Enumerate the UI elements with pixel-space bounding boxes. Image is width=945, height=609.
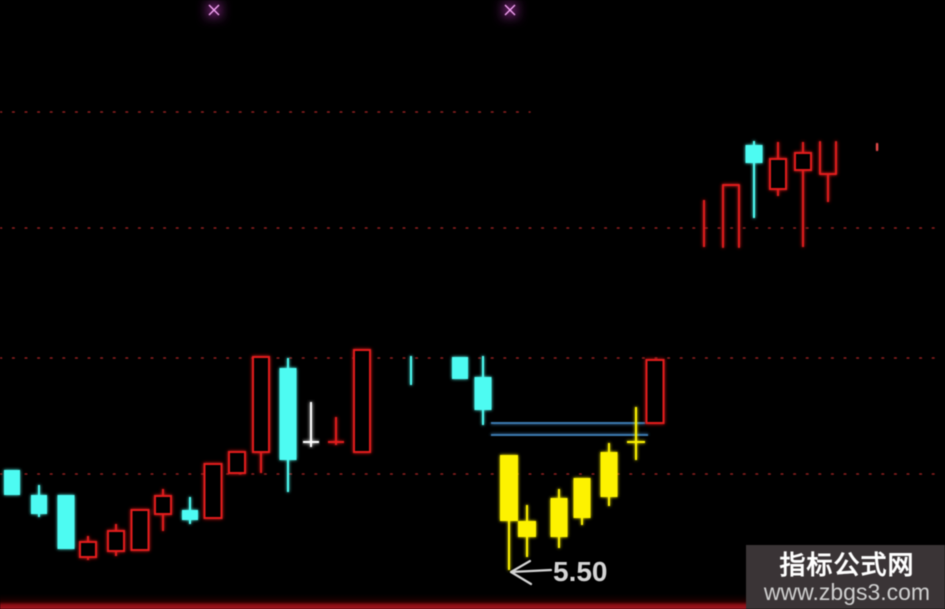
svg-text:www.zbgs3.com: www.zbgs3.com (763, 579, 930, 605)
svg-text:5.50: 5.50 (553, 556, 608, 587)
svg-text:指标公式网: 指标公式网 (779, 550, 914, 580)
